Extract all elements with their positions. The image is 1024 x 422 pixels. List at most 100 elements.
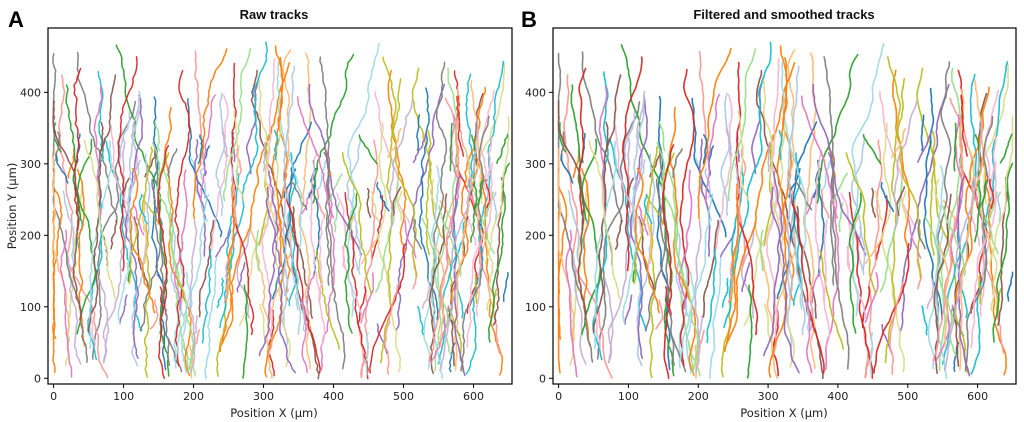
panel-b-cell-track <box>970 161 997 349</box>
panel-a-x-tick-label: 600 <box>463 390 484 403</box>
panel-a-cell-track <box>189 344 194 379</box>
panel-b-cell-track <box>764 303 774 360</box>
panel-b-cell-track <box>704 168 711 199</box>
panel-a-cell-track <box>258 170 279 357</box>
panel-a-cell-track <box>434 67 459 372</box>
panel-b-cell-track <box>819 249 845 350</box>
panel-b-cell-track <box>971 216 981 247</box>
panel-a-cell-track <box>157 144 170 379</box>
panel-b-cell-track <box>646 202 652 264</box>
panel-a-cell-track <box>59 229 73 378</box>
panel-b-cell-track <box>662 144 675 380</box>
panel-b-x-tick-label: 100 <box>618 390 639 403</box>
panel-b-cell-track <box>814 149 825 303</box>
panel-a-cell-track <box>200 93 217 203</box>
panel-b-cell-track <box>557 148 575 352</box>
panel-b-cell-track <box>679 193 714 361</box>
panel-b-cell-track <box>634 167 660 314</box>
panel-a-cell-track <box>129 167 156 314</box>
panel-a-cell-track <box>438 205 462 277</box>
panel-b-cell-track <box>880 181 895 212</box>
panel-b-cell-track <box>723 41 772 329</box>
panel-a-cell-track <box>62 190 75 266</box>
panel-b-cell-track <box>609 137 647 332</box>
panel-a: A Raw tracks Position Y (µm) Position X … <box>5 7 513 420</box>
panel-b-cell-track <box>656 141 699 374</box>
panel-a-letter: A <box>8 7 24 32</box>
panel-b-cell-track <box>565 229 578 378</box>
panel-a-cell-track <box>300 299 308 374</box>
panel-a-cell-track <box>222 47 252 202</box>
panel-b-cell-track <box>978 61 1010 168</box>
panel-a-cell-track <box>235 145 243 176</box>
panel-b-cell-track <box>864 139 883 378</box>
panel-a-cell-track <box>485 136 493 184</box>
panel-b-cell-track <box>992 162 1014 343</box>
panel-a-cell-track <box>487 162 510 343</box>
panel-a-cell-track <box>371 195 384 260</box>
panel-a-cell-track <box>317 159 328 190</box>
panel-a-cell-track <box>215 227 231 258</box>
panel-b-cell-track <box>859 226 866 276</box>
panel-a-cell-track <box>267 309 275 377</box>
panel-a-cell-track <box>174 69 191 367</box>
panel-b-cell-track <box>917 219 926 250</box>
panel-a-x-axis-label: Position X (µm) <box>230 406 317 420</box>
panel-b-cell-track <box>768 57 788 378</box>
panel-b-x-tick-label: 200 <box>688 390 709 403</box>
panel-b-cell-track <box>869 332 874 376</box>
panel-b-cell-track <box>978 273 982 305</box>
panel-b-cell-track <box>1006 271 1014 302</box>
panel-b-cell-track <box>941 205 966 277</box>
panel-a-cell-track <box>192 48 228 220</box>
panel-a-cell-track <box>151 96 167 371</box>
panel-b-cell-track <box>738 212 746 266</box>
panel-a-cell-track <box>319 56 331 286</box>
panel-b-y-tick-label: 200 <box>525 229 546 242</box>
panel-a-cell-track <box>412 219 423 250</box>
panel-a-y-tick-label: 200 <box>20 229 41 242</box>
panel-b-x-tick-label: 600 <box>967 390 988 403</box>
panel-b-cell-track <box>889 282 904 375</box>
panel-b-cell-track <box>702 134 708 165</box>
panel-b-cell-track <box>997 191 1002 222</box>
panel-a-cell-track <box>376 181 390 212</box>
panel-b-y-tick-label: 100 <box>525 301 546 314</box>
panel-b-cell-track <box>702 219 719 318</box>
panel-a-cell-track <box>255 229 260 272</box>
panel-b-cell-track <box>983 163 988 205</box>
panel-a-cell-track <box>439 119 479 371</box>
panel-b-cell-track <box>697 47 732 220</box>
panel-b-cell-track <box>741 262 751 293</box>
panel-a-cell-track <box>360 271 375 324</box>
panel-b-cell-track <box>823 219 831 348</box>
panel-a-cell-track <box>258 79 291 368</box>
panel-a-cell-track <box>154 120 161 152</box>
panel-b-cell-track <box>875 195 888 261</box>
panel-b-cell-track <box>712 94 733 263</box>
panel-a-cell-track <box>296 95 335 219</box>
panel-b-cell-track <box>864 272 879 324</box>
panel-b-cell-track <box>871 187 877 218</box>
panel-b-cell-track <box>614 219 623 250</box>
panel-b-cell-track <box>787 169 825 374</box>
panel-a-x-tick-label: 200 <box>183 390 204 403</box>
panel-a-frame <box>47 27 513 385</box>
panel-a-cell-track <box>480 216 496 255</box>
panel-a-cell-track <box>98 278 110 364</box>
panel-b-cell-track <box>984 215 999 255</box>
panel-a-cell-track <box>55 153 69 184</box>
panel-a-cell-track <box>73 67 82 231</box>
panel-a-cell-track <box>273 129 279 161</box>
panel-a-cell-track <box>264 56 284 378</box>
panel-a-cell-track <box>416 305 424 336</box>
panel-b-cell-track <box>796 205 817 319</box>
panel-a-cell-track <box>174 193 210 360</box>
panel-b-cell-track <box>720 92 730 216</box>
panel-b-cell-track <box>921 305 928 336</box>
panel-b-x-tick-label: 400 <box>827 390 848 403</box>
panel-b-cell-track <box>934 114 964 365</box>
panel-a-cell-track <box>360 139 379 378</box>
panel-a-cell-track <box>216 277 225 309</box>
panel-a-title: Raw tracks <box>240 7 309 22</box>
